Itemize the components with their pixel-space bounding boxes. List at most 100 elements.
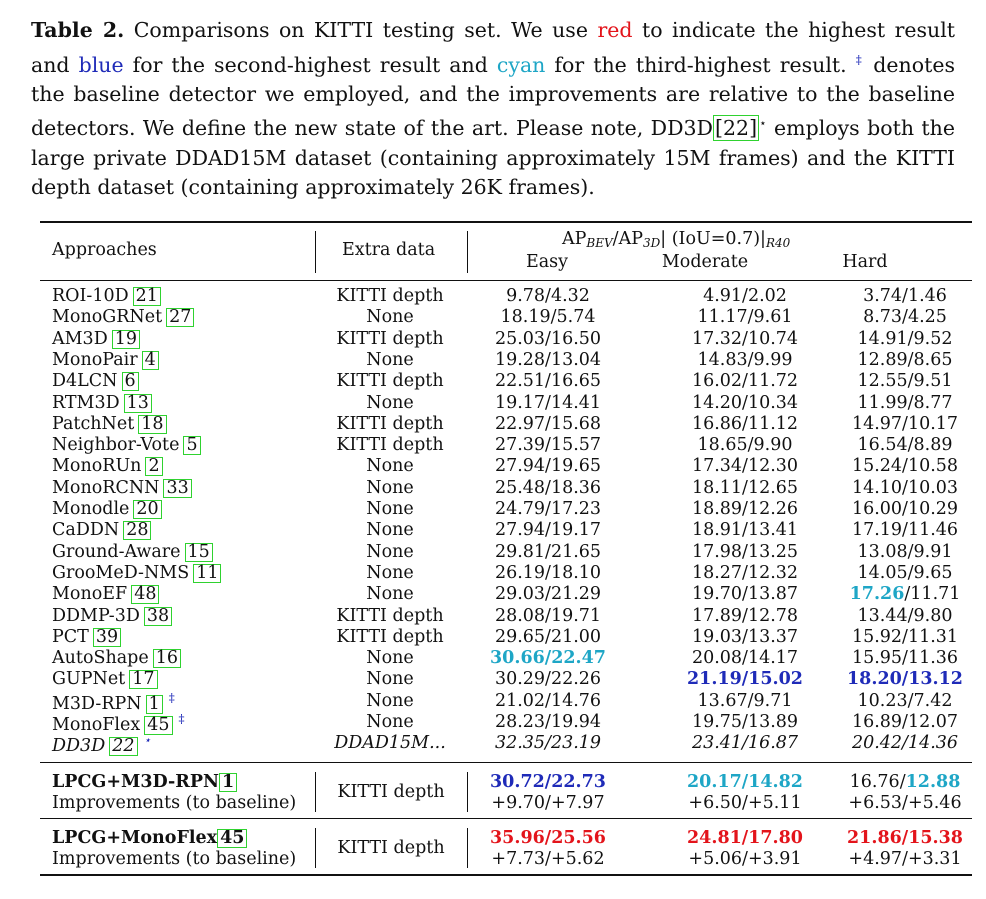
approach-name: MonoRCNN 33	[52, 478, 192, 498]
extra-data-value: None	[366, 541, 414, 562]
moderate-value: 18.65/9.90	[697, 435, 793, 456]
hard-value: 16.54/8.89	[857, 435, 953, 456]
extra-data-value: KITTI depth	[337, 782, 445, 802]
extra-data-value: None	[366, 456, 414, 477]
citation-link[interactable]: 45	[217, 829, 248, 848]
citation-link[interactable]: 33	[163, 478, 192, 498]
approach-name: ROI-10D 21	[52, 286, 161, 306]
citation-link[interactable]: 39	[92, 627, 122, 647]
table-row-lpcg-m3d: LPCG+M3D-RPN 1 30.72/22.73 20.17/14.82 16…	[40, 772, 972, 793]
header-metric: APBEV/AP3D| (IoU=0.7)|R40	[562, 229, 790, 250]
hard-value: 16.76/12.88	[849, 772, 961, 792]
caption-label: Table 2.	[31, 18, 125, 42]
moderate-value: 20.17/14.82	[687, 772, 803, 792]
citation-link[interactable]: 1	[219, 773, 238, 792]
citation-link[interactable]: 38	[143, 606, 173, 626]
column-divider	[315, 231, 316, 273]
easy-value: 27.39/15.57	[494, 435, 602, 456]
header-hard: Hard	[842, 252, 888, 272]
moderate-value: 18.89/12.26	[691, 499, 799, 519]
table-row: AM3D 19 KITTI depth 25.03/16.50 17.32/10.74 1…	[40, 329, 972, 350]
moderate-value: 14.20/10.34	[691, 392, 799, 413]
approach-name: GrooMeD-NMS 11	[52, 563, 222, 583]
extra-data-value: None	[366, 669, 414, 690]
moderate-value: 19.03/13.37	[691, 626, 799, 647]
citation-link[interactable]: 20	[133, 500, 162, 519]
hard-value: 14.91/9.52	[857, 328, 953, 349]
citation-link[interactable]: 48	[131, 585, 160, 605]
caption-text: for the third-highest result.	[545, 52, 856, 77]
extra-data-value: KITTI depth	[336, 435, 444, 456]
citation-link[interactable]: 21	[132, 287, 161, 306]
table-bottom-rule	[40, 874, 972, 876]
easy-value: 29.65/21.00	[494, 626, 602, 647]
table-row: PatchNet 18 KITTI depth 22.97/15.68 16.86/11…	[40, 414, 972, 435]
extra-data-value: KITTI depth	[336, 286, 444, 306]
table-row: MonoRUn 2 None 27.94/19.65 17.34/12.30 15.24/…	[40, 456, 972, 477]
easy-value: 18.19/5.74	[500, 307, 596, 328]
citation-link[interactable]: 27	[166, 308, 195, 328]
citation-link[interactable]: 28	[123, 521, 152, 541]
extra-data-value: None	[366, 392, 414, 413]
citation-link[interactable]: 45	[144, 715, 173, 735]
citation-link[interactable]: 6	[121, 372, 139, 392]
citation-link[interactable]: 1	[145, 694, 163, 714]
citation-link[interactable]: 13	[123, 393, 152, 413]
extra-data-value: None	[366, 477, 414, 498]
table-row: ROI-10D 21 KITTI depth 9.78/4.32 4.91/2.02 3.…	[40, 286, 972, 307]
approach-name: LPCG+MonoFlex 45	[52, 828, 248, 848]
easy-value: 27.94/19.17	[494, 520, 602, 541]
table-row: DD3D 22 ⋆ DDAD15M... 32.35/23.19 23.41/16.87 2…	[40, 733, 972, 757]
approach-name: LPCG+M3D-RPN 1	[52, 772, 238, 792]
citation-link[interactable]: 22	[109, 737, 138, 757]
easy-value: 28.23/19.94	[494, 712, 602, 732]
table-row: MonoEF 48 None 29.03/21.29 19.70/13.87 17.26/…	[40, 584, 972, 605]
section-rule	[40, 762, 972, 763]
hard-value: 21.86/15.38	[847, 828, 963, 848]
improvements-label: Improvements (to baseline)	[52, 849, 297, 869]
easy-value: 25.48/18.36	[494, 477, 602, 498]
approach-name: GUPNet 17	[52, 669, 158, 690]
easy-value: 30.72/22.73	[490, 772, 606, 792]
moderate-value: 17.32/10.74	[691, 328, 799, 349]
hard-value: 14.05/9.65	[857, 562, 953, 583]
easy-value: 25.03/16.50	[494, 328, 602, 349]
extra-data-value: KITTI depth	[336, 413, 444, 434]
extra-data-value: None	[366, 584, 414, 605]
citation-link[interactable]: 4	[141, 350, 159, 370]
citation-link[interactable]: 18	[138, 414, 167, 434]
extra-data-value: KITTI depth	[336, 605, 444, 626]
moderate-value: 11.17/9.61	[697, 307, 793, 328]
extra-data-value: None	[366, 349, 414, 370]
easy-value: 22.97/15.68	[494, 413, 602, 434]
table-row: MonoGRNet 27 None 18.19/5.74 11.17/9.61 8.73/…	[40, 307, 972, 328]
citation-link[interactable]: 17	[129, 670, 158, 690]
row-mark: ‡	[178, 712, 185, 726]
table-row: D4LCN 6 KITTI depth 22.51/16.65 16.02/11.72 1…	[40, 371, 972, 392]
moderate-value: 24.81/17.80	[687, 828, 803, 848]
table-row: DDMP-3D 38 KITTI depth 28.08/19.71 17.89/12.…	[40, 606, 972, 627]
citation-link[interactable]: 15	[184, 542, 213, 562]
moderate-value: 19.70/13.87	[691, 584, 799, 605]
approach-name: AM3D 19	[52, 329, 141, 349]
caption-text: to indicate the highest result and	[31, 18, 956, 77]
moderate-value: 16.02/11.72	[691, 371, 799, 392]
hard-value: 15.24/10.58	[851, 456, 959, 477]
caption-text: for the second-highest result and	[123, 52, 497, 77]
caption-star: ⋆	[759, 116, 767, 131]
citation-link[interactable]: 16	[152, 649, 182, 669]
easy-value: 22.51/16.65	[494, 371, 602, 392]
citation-link[interactable]: 2	[145, 457, 163, 477]
row-mark: ‡	[168, 690, 175, 705]
citation-link[interactable]: 5	[183, 436, 201, 456]
approach-name: MonoFlex 45 ‡	[52, 712, 185, 735]
moderate-value: 18.11/12.65	[691, 477, 799, 498]
moderate-value: 18.91/13.41	[691, 520, 799, 541]
citation-link[interactable]: [22]	[713, 115, 760, 142]
moderate-value: 20.08/14.17	[691, 648, 799, 669]
extra-data-value: KITTI depth	[336, 328, 444, 349]
citation-link[interactable]: 11	[193, 563, 222, 583]
caption-cyan-word: cyan	[496, 52, 546, 77]
hard-value: 16.00/10.29	[851, 499, 959, 519]
citation-link[interactable]: 19	[111, 329, 141, 349]
